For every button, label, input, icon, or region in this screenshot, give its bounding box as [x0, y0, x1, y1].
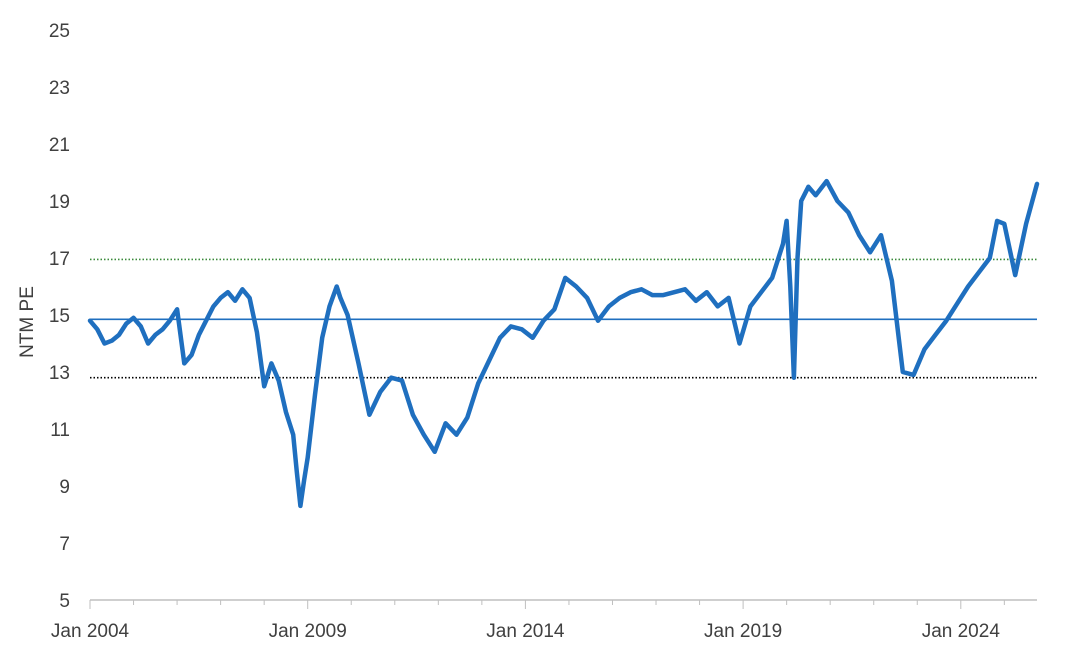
y-axis-ticks: 5 7 9 11 13 15 17 19 21 23 25 [49, 21, 70, 612]
x-tick-label: Jan 2009 [269, 621, 347, 642]
x-tick-label: Jan 2019 [704, 621, 782, 642]
y-axis-title: NTM PE [17, 286, 38, 358]
reference-lines [90, 258, 1037, 379]
y-tick-label: 17 [49, 249, 70, 270]
y-tick-label: 21 [49, 135, 70, 156]
y-tick-label: 11 [50, 420, 70, 441]
y-tick-label: 9 [59, 477, 70, 498]
y-tick-label: 15 [49, 306, 70, 327]
y-tick-label: 23 [49, 78, 70, 99]
x-tick-label: Jan 2004 [51, 621, 130, 642]
y-tick-label: 7 [59, 534, 70, 555]
y-tick-label: 5 [59, 591, 70, 612]
y-tick-label: 19 [49, 192, 70, 213]
x-tick-label: Jan 2024 [922, 621, 1001, 642]
y-tick-label: 25 [49, 21, 70, 42]
y-tick-label: 13 [49, 363, 70, 384]
series-layer [87, 178, 1040, 509]
y-axis-label: NTM PE [17, 286, 38, 358]
x-tick-label: Jan 2014 [486, 621, 565, 642]
pe-series-line [87, 178, 1040, 509]
x-axis: Jan 2004 Jan 2009 Jan 2014 Jan 2019 Jan 2024 [51, 599, 1037, 642]
